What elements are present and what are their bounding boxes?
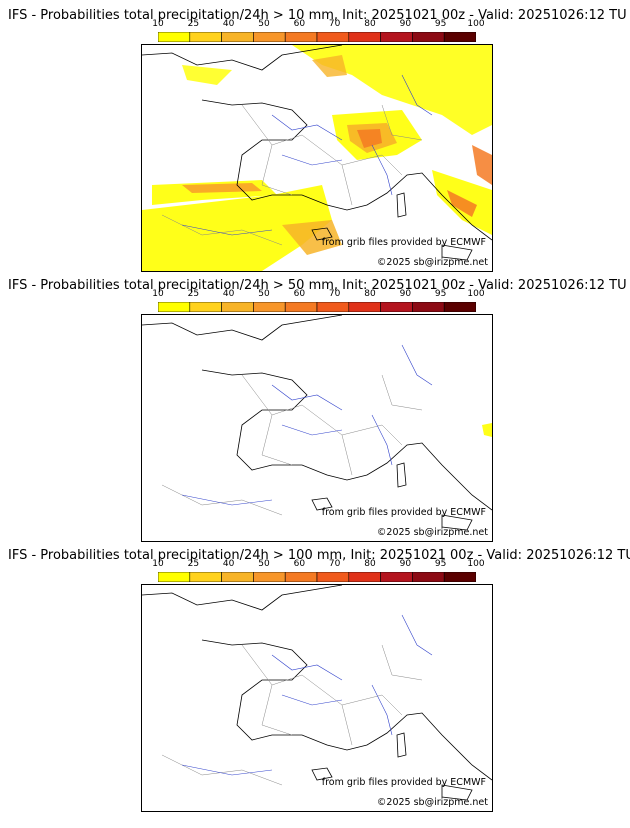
source-credit: from grib files provided by ECMWF	[321, 777, 486, 788]
colorbar-tick-label: 95	[434, 19, 447, 29]
colorbar-tick-label: 25	[187, 19, 200, 29]
colorbar-swatch	[221, 302, 254, 312]
colorbar-tick-label: 10	[152, 289, 164, 299]
probability-map: from grib files provided by ECMWF ©2025 …	[141, 44, 493, 272]
colorbar-swatch	[443, 572, 476, 582]
colorbar-swatch	[348, 302, 381, 312]
colorbar-tick-label: 90	[399, 19, 412, 29]
copyright: ©2025 sb@irizpme.net	[376, 527, 488, 538]
source-credit: from grib files provided by ECMWF	[321, 237, 486, 248]
coastlines	[142, 315, 492, 531]
colorbar-tick-label: 100	[467, 19, 485, 29]
colorbar-swatch	[284, 572, 318, 582]
colorbar-swatch	[253, 32, 286, 42]
colorbar-swatch	[443, 302, 476, 312]
colorbar-tick-label: 95	[434, 559, 447, 569]
colorbar-tick-label: 10	[152, 559, 164, 569]
colorbar-tick-label: 50	[258, 289, 270, 299]
colorbar-tick-label: 50	[258, 559, 270, 569]
colorbar-swatch	[412, 32, 445, 42]
colorbar-tick-label: 60	[293, 19, 306, 29]
colorbar-swatch	[253, 302, 286, 312]
coastlines	[142, 45, 492, 261]
colorbar-tick-label: 95	[434, 289, 447, 299]
forecast-panel-10mm: IFS - Probabilities total precipitation/…	[0, 8, 630, 276]
probability-map: from grib files provided by ECMWF ©2025 …	[141, 584, 493, 812]
colorbar-swatch	[348, 572, 381, 582]
colorbar-tick-label: 40	[222, 289, 235, 299]
colorbar-tick-label: 40	[222, 19, 235, 29]
colorbar-tick-label: 10	[152, 19, 164, 29]
colorbar-swatch	[316, 572, 350, 582]
colorbar-tick-label: 25	[187, 559, 200, 569]
colorbar-tick-label: 90	[399, 559, 412, 569]
colorbar-tick-label: 25	[187, 289, 200, 299]
colorbar-swatch	[316, 302, 350, 312]
colorbar-tick-label: 80	[364, 289, 376, 299]
colorbar-swatch	[284, 32, 318, 42]
colorbar-swatch	[253, 572, 286, 582]
rivers	[181, 74, 433, 236]
colorbar-swatch	[348, 32, 381, 42]
colorbar-labels: 10 25 40 50 60 70 80 90 95 100	[152, 559, 484, 571]
map-canvas	[142, 45, 492, 271]
admin-borders	[161, 374, 423, 516]
colorbar	[158, 302, 476, 312]
colorbar-tick-label: 70	[328, 19, 341, 29]
colorbar-tick-label: 40	[222, 559, 235, 569]
colorbar-swatch	[380, 32, 413, 42]
colorbar-swatch	[380, 572, 413, 582]
rivers	[181, 614, 433, 776]
forecast-panel-50mm: IFS - Probabilities total precipitation/…	[0, 278, 630, 546]
colorbar-tick-label: 70	[328, 559, 341, 569]
colorbar-swatch	[189, 302, 222, 312]
precip-shading	[482, 423, 492, 437]
colorbar-swatch	[412, 572, 445, 582]
colorbar-tick-label: 90	[399, 289, 412, 299]
colorbar-swatch	[189, 32, 222, 42]
colorbar-tick-label: 70	[328, 289, 341, 299]
colorbar-tick-label: 80	[364, 559, 376, 569]
colorbar-tick-label: 60	[293, 289, 306, 299]
colorbar	[158, 572, 476, 582]
colorbar-swatch	[412, 302, 445, 312]
colorbar-tick-label: 60	[293, 559, 306, 569]
panel-title: IFS - Probabilities total precipitation/…	[8, 278, 627, 293]
panel-title: IFS - Probabilities total precipitation/…	[8, 548, 630, 563]
panel-title: IFS - Probabilities total precipitation/…	[8, 8, 627, 23]
colorbar-swatch	[158, 572, 191, 582]
coastlines	[142, 585, 492, 801]
colorbar-labels: 10 25 40 50 60 70 80 90 95 100	[152, 289, 484, 301]
colorbar-tick-label: 50	[258, 19, 270, 29]
copyright: ©2025 sb@irizpme.net	[376, 797, 488, 808]
colorbar-swatch	[221, 32, 254, 42]
colorbar-swatch	[284, 302, 318, 312]
admin-borders	[161, 644, 423, 786]
rivers	[181, 344, 433, 506]
colorbar-swatch	[443, 32, 476, 42]
copyright: ©2025 sb@irizpme.net	[376, 257, 488, 268]
colorbar-labels: 10 25 40 50 60 70 80 90 95 100	[152, 19, 484, 31]
colorbar-swatch	[221, 572, 254, 582]
forecast-panel-100mm: IFS - Probabilities total precipitation/…	[0, 548, 630, 816]
colorbar-swatch	[316, 32, 350, 42]
colorbar-tick-label: 100	[467, 559, 485, 569]
colorbar-swatch	[158, 32, 191, 42]
source-credit: from grib files provided by ECMWF	[321, 507, 486, 518]
probability-map: from grib files provided by ECMWF ©2025 …	[141, 314, 493, 542]
colorbar-swatch	[189, 572, 222, 582]
map-canvas	[142, 585, 492, 801]
colorbar-tick-label: 100	[467, 289, 485, 299]
colorbar-tick-label: 80	[364, 19, 376, 29]
colorbar-swatch	[380, 302, 413, 312]
colorbar	[158, 32, 476, 42]
colorbar-swatch	[158, 302, 191, 312]
map-canvas	[142, 315, 492, 531]
